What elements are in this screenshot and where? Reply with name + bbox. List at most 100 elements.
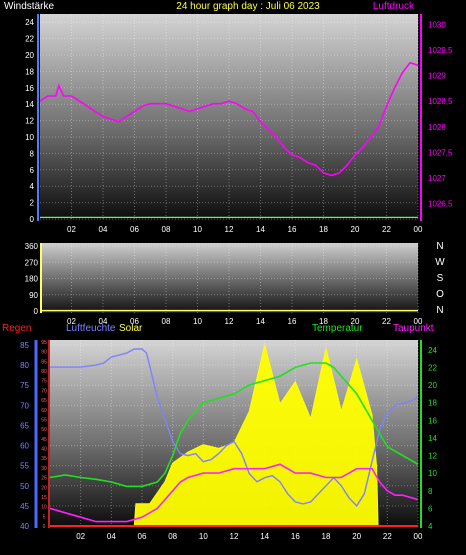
temp-tick-22: 22 (428, 363, 437, 372)
x-tick-label-22: 22 (382, 225, 391, 234)
panel2-x-axis: 02 04 06 08 10 12 14 16 18 20 22 00 (67, 317, 423, 326)
rain-tick-55: 55 (41, 417, 47, 423)
x-tick-label-14: 14 (260, 532, 269, 541)
x-tick-label-12: 12 (225, 317, 234, 326)
y-left-tick-8: 8 (30, 149, 35, 158)
x-tick-label-12: 12 (225, 225, 234, 234)
y-right-tick-1029: 1029 (428, 72, 446, 81)
x-tick-label-00: 00 (414, 317, 423, 326)
dewpoint-axis-title: Taupunkt (393, 323, 434, 334)
y-left-tick-0: 0 (30, 215, 35, 224)
compass-label-1: W (435, 257, 445, 268)
dir-tick-180: 180 (25, 275, 39, 284)
rain-tick-25: 25 (41, 476, 47, 482)
x-tick-label-04: 04 (99, 317, 108, 326)
rain-tick-75: 75 (41, 379, 47, 385)
x-tick-label-02: 02 (67, 317, 76, 326)
x-tick-label-14: 14 (256, 317, 265, 326)
rain-tick-70: 70 (41, 388, 47, 394)
panel1-x-axis: 02 04 06 08 10 12 14 16 18 20 22 00 (67, 225, 423, 234)
y-right-tick-1029,5: 1029,5 (428, 46, 453, 55)
rain-tick-80: 80 (41, 369, 47, 375)
y-left-tick-6: 6 (30, 166, 35, 175)
temp-tick-8: 8 (428, 487, 433, 496)
compass-label-4: N (436, 305, 443, 316)
rain-tick-90: 90 (41, 350, 47, 356)
dir-tick-90: 90 (29, 291, 38, 300)
x-tick-label-10: 10 (193, 317, 202, 326)
panel3-series (49, 344, 419, 527)
y-left-tick-24: 24 (25, 18, 34, 27)
chart-title: 24 hour graph day : Juli 06 2023 (176, 1, 320, 12)
temp-tick-24: 24 (428, 346, 437, 355)
x-tick-label-02: 02 (76, 532, 85, 541)
y-right-tick-1027: 1027 (428, 174, 446, 183)
hum-tick-85: 85 (20, 341, 29, 350)
panel1-series (39, 61, 419, 218)
x-tick-label-10: 10 (199, 532, 208, 541)
compass-label-2: S (437, 273, 444, 284)
panel1-grid (40, 14, 419, 221)
panel-wind-direction (40, 243, 418, 313)
hum-tick-50: 50 (20, 482, 29, 491)
dir-tick-270: 270 (25, 258, 39, 267)
x-tick-label-12: 12 (230, 532, 239, 541)
x-tick-label-18: 18 (319, 225, 328, 234)
x-tick-label-08: 08 (168, 532, 177, 541)
x-tick-label-22: 22 (383, 532, 392, 541)
hum-tick-60: 60 (20, 442, 29, 451)
x-tick-label-00: 00 (414, 532, 423, 541)
x-tick-label-10: 10 (193, 225, 202, 234)
rain-tick-35: 35 (41, 456, 47, 462)
x-tick-label-18: 18 (319, 317, 328, 326)
temp-tick-14: 14 (428, 434, 437, 443)
panel3-left-axis: 40 45 50 55 60 65 70 75 80 85 (20, 340, 38, 531)
temperature-axis-title: Temperatur (312, 323, 363, 334)
temp-tick-12: 12 (428, 452, 437, 461)
rain-tick-10: 10 (41, 505, 47, 511)
x-tick-label-16: 16 (288, 317, 297, 326)
rain-tick-0: 0 (43, 524, 46, 530)
solar-axis-title: Solar (119, 323, 143, 334)
hum-tick-75: 75 (20, 381, 29, 390)
panel3-right-axis: 4 6 8 10 12 14 16 18 20 22 24 (420, 340, 437, 531)
y-right-tick-1026,5: 1026,5 (428, 200, 453, 209)
y-left-tick-22: 22 (25, 35, 34, 44)
x-tick-label-00: 00 (414, 225, 423, 234)
rain-tick-85: 85 (41, 359, 47, 365)
x-tick-label-04: 04 (99, 225, 108, 234)
rain-tick-15: 15 (41, 495, 47, 501)
y-left-tick-20: 20 (25, 51, 34, 60)
rain-tick-95: 95 (41, 340, 47, 346)
y-left-tick-4: 4 (30, 182, 35, 191)
y-right-tick-1028: 1028 (428, 123, 446, 132)
x-tick-label-20: 20 (351, 317, 360, 326)
panel1-right-axis: 1026,5 1027 1027,5 1028 1028,5 1029 1029,5 1030 (420, 14, 453, 221)
rain-tick-20: 20 (41, 485, 47, 491)
rain-tick-40: 40 (41, 447, 47, 453)
temp-tick-4: 4 (428, 522, 433, 531)
x-tick-label-20: 20 (351, 225, 360, 234)
x-tick-label-18: 18 (322, 532, 331, 541)
solar-series-area (50, 344, 418, 527)
panel3-x-axis: 02 04 06 08 10 12 14 16 18 20 22 00 (76, 532, 423, 541)
y-left-tick-14: 14 (25, 100, 34, 109)
x-tick-label-22: 22 (382, 317, 391, 326)
hum-tick-55: 55 (20, 462, 29, 471)
hum-tick-70: 70 (20, 401, 29, 410)
x-tick-label-06: 06 (130, 225, 139, 234)
y-left-tick-16: 16 (25, 84, 34, 93)
x-tick-label-14: 14 (256, 225, 265, 234)
y-left-tick-18: 18 (25, 67, 34, 76)
compass-label-3: O (436, 289, 444, 300)
y-right-tick-1030: 1030 (428, 20, 446, 29)
rain-tick-30: 30 (41, 466, 47, 472)
humidity-series-line (50, 348, 419, 508)
dewpoint-series-line (49, 463, 419, 523)
dir-tick-0: 0 (34, 307, 39, 316)
humidity-axis-title: Luftfeuchte (66, 323, 116, 334)
rain-axis-title: Regen (2, 323, 31, 334)
temp-tick-16: 16 (428, 416, 437, 425)
